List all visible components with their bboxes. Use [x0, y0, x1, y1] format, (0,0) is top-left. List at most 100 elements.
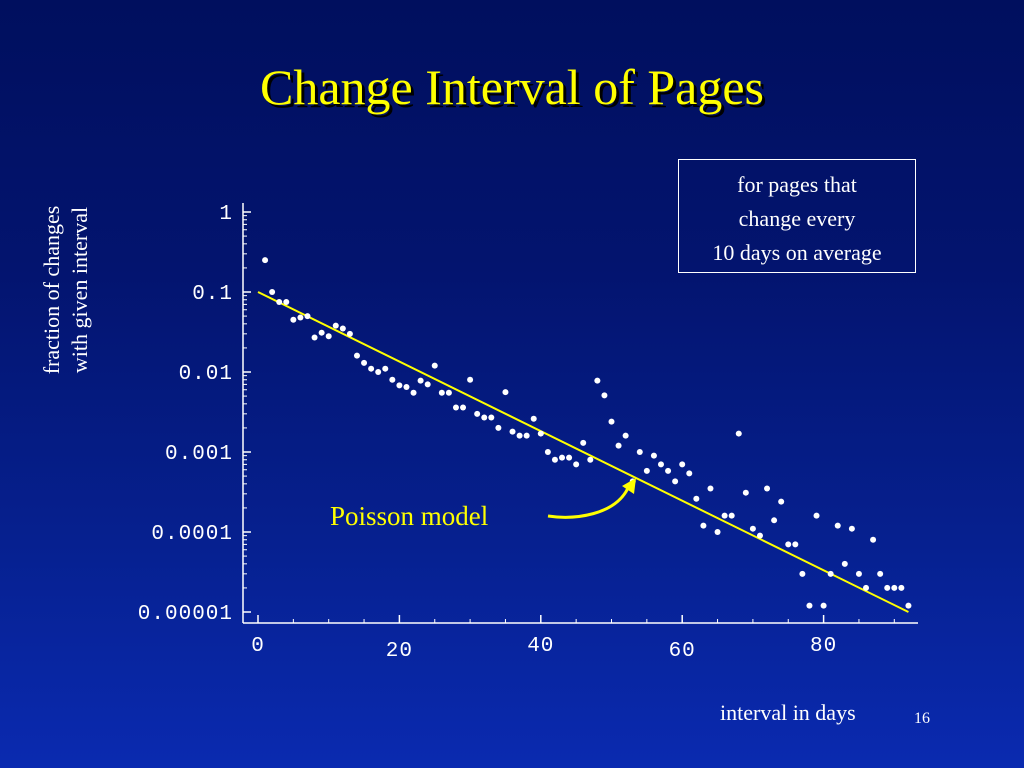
- data-point: [389, 376, 396, 383]
- data-point: [742, 489, 749, 496]
- annotation-arrow: [547, 487, 630, 519]
- data-point: [269, 289, 276, 295]
- annotation-arrowhead: [622, 478, 636, 494]
- data-point: [898, 584, 905, 591]
- data-point: [332, 322, 339, 329]
- tick-labels: 1 0.1 0.01 0.001 0.0001 0.00001 0 20 40 60 80: [138, 203, 836, 663]
- data-point: [537, 430, 544, 437]
- data-point: [460, 404, 467, 411]
- data-point: [721, 512, 728, 519]
- data-point: [502, 389, 509, 396]
- data-point: [262, 257, 269, 264]
- data-point: [686, 470, 693, 477]
- data-point: [855, 570, 862, 577]
- data-point: [636, 449, 643, 455]
- data-point: [283, 298, 290, 305]
- x-tick-label: 20: [386, 640, 413, 663]
- data-point: [792, 541, 799, 548]
- data-point: [608, 418, 615, 425]
- y-tick-label: 0.0001: [151, 523, 233, 546]
- y-tick-label: 0.00001: [138, 603, 233, 626]
- data-point: [665, 467, 672, 474]
- data-point: [679, 461, 686, 468]
- data-point: [806, 602, 813, 609]
- data-point: [297, 314, 304, 321]
- data-point: [700, 522, 707, 529]
- legend-box: for pages that change every 10 days on a…: [678, 159, 916, 273]
- data-point: [756, 532, 763, 539]
- data-point: [318, 329, 325, 336]
- data-point: [403, 383, 410, 390]
- data-point: [841, 560, 848, 567]
- data-point: [834, 522, 841, 529]
- data-point: [643, 467, 650, 474]
- data-point: [587, 456, 594, 463]
- data-point: [650, 452, 657, 459]
- data-point: [509, 428, 516, 435]
- data-point: [566, 454, 573, 461]
- page-number: 16: [914, 710, 930, 727]
- data-point: [707, 485, 714, 492]
- y-tick-label: 0.001: [165, 443, 233, 466]
- data-point: [594, 377, 601, 384]
- data-point: [481, 414, 488, 421]
- x-tick-label: 0: [251, 635, 265, 658]
- y-tick-label: 0.1: [192, 283, 233, 306]
- data-point: [764, 485, 771, 492]
- data-point: [544, 449, 551, 455]
- data-point: [417, 377, 424, 384]
- data-point: [884, 584, 891, 591]
- data-point: [891, 584, 898, 591]
- data-point: [785, 541, 792, 548]
- poisson-fit-line: [257, 291, 909, 613]
- data-point: [353, 352, 360, 359]
- data-point: [622, 432, 629, 439]
- data-point: [870, 536, 877, 543]
- data-point: [368, 365, 375, 372]
- data-point: [905, 602, 912, 609]
- data-point: [863, 584, 870, 591]
- data-point: [827, 570, 834, 577]
- annotation-label: Poisson model: [330, 501, 489, 531]
- data-point: [276, 298, 283, 305]
- legend-line-2: change every: [738, 206, 856, 231]
- data-point: [559, 454, 566, 461]
- data-point: [304, 313, 311, 320]
- axes: [242, 203, 918, 624]
- data-point: [375, 369, 382, 375]
- y-tick-label: 1: [219, 203, 233, 226]
- data-point: [424, 381, 431, 388]
- x-axis-label: interval in days: [720, 700, 856, 725]
- data-point: [346, 330, 353, 337]
- data-point: [431, 362, 438, 369]
- data-point: [474, 410, 481, 417]
- slide-title: Change Interval of Pages: [259, 59, 764, 115]
- data-point: [339, 325, 346, 332]
- data-point: [580, 439, 587, 446]
- data-point: [749, 525, 756, 532]
- legend-line-1: for pages that: [737, 172, 857, 197]
- data-point: [820, 602, 827, 609]
- data-point: [495, 424, 502, 431]
- x-tick-label: 40: [527, 635, 554, 658]
- data-point: [799, 570, 806, 577]
- x-tick-label: 60: [669, 640, 696, 663]
- data-point: [771, 517, 778, 524]
- data-point: [396, 382, 403, 389]
- data-point: [813, 512, 820, 519]
- data-point: [615, 442, 622, 449]
- data-point: [735, 430, 742, 437]
- data-points: [262, 257, 912, 609]
- data-point: [778, 498, 785, 505]
- data-point: [848, 525, 855, 532]
- data-point: [410, 389, 417, 396]
- data-point: [877, 570, 884, 577]
- data-point: [311, 334, 318, 341]
- data-point: [290, 316, 297, 323]
- data-point: [325, 333, 332, 340]
- data-point: [452, 404, 459, 411]
- data-point: [672, 478, 679, 485]
- data-point: [438, 389, 445, 396]
- data-point: [445, 389, 452, 396]
